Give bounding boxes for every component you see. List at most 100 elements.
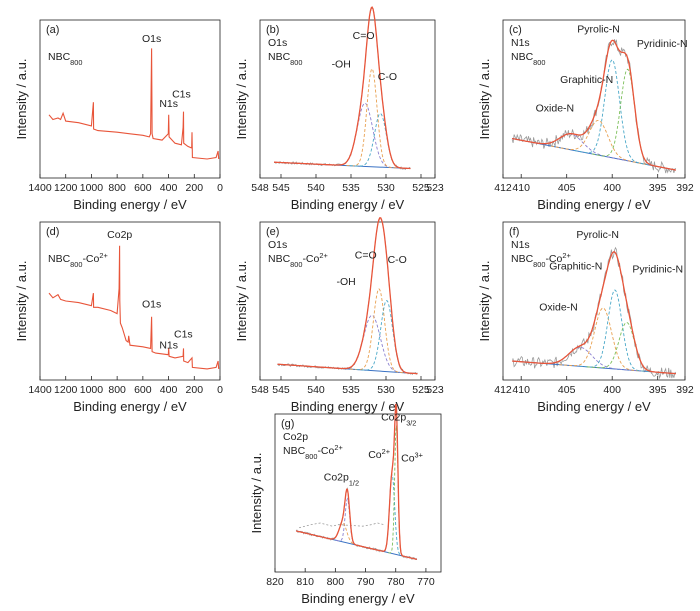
peak-annotation: Co2p1/2 [324, 471, 359, 487]
element-label: O1s [268, 239, 287, 251]
text-run: Co2p [107, 229, 132, 241]
component-peak [579, 289, 651, 373]
x-tick-label: 540 [307, 182, 325, 194]
x-tick-label: 395 [649, 182, 667, 194]
subscript: 800 [533, 260, 545, 269]
peak-annotation: O1s [142, 33, 161, 45]
subscript: 800 [305, 452, 317, 461]
fit-envelope [274, 6, 411, 170]
peak-annotation: Co2+ [368, 447, 390, 462]
subscript: 1/2 [349, 478, 359, 487]
x-axis-label: Binding energy / eV [291, 399, 405, 414]
x-axis-label: Binding energy / eV [301, 591, 415, 606]
plot-frame [259, 221, 436, 381]
subscript: 800 [290, 58, 302, 67]
component-peak [586, 322, 667, 374]
x-tick-label: 0 [217, 384, 223, 396]
x-tick-label: 395 [649, 384, 667, 396]
subscript: 800 [533, 58, 545, 67]
x-tick-label: 1200 [54, 182, 78, 194]
y-axis-label: Intensity / a.u. [14, 59, 29, 140]
peak-annotation: O1s [142, 298, 161, 310]
sample-label: NBC800 [511, 51, 545, 67]
x-tick-label: 545 [272, 384, 290, 396]
x-tick-label: 548 [251, 384, 269, 396]
x-tick-label: 405 [558, 182, 576, 194]
panel-d: 1400 1200 1000 800 600 400 200 0 Binding energy … [14, 221, 223, 414]
text-run: C-O [378, 71, 397, 83]
y-axis-label: Intensity / a.u. [234, 261, 249, 342]
sample-label: NBC800-Co2+ [283, 443, 343, 461]
subscript: 800 [70, 260, 82, 269]
panel-label: (e) [266, 226, 279, 238]
component-peak [550, 119, 647, 165]
element-label: Co2p [283, 431, 308, 443]
raw-spectrum [511, 38, 677, 174]
x-tick-label: 200 [186, 384, 204, 396]
text-run: Co [368, 449, 382, 461]
x-tick-label: 540 [307, 384, 325, 396]
text-run: Oxide-N [539, 301, 578, 313]
text-run: NBC [268, 51, 291, 63]
peak-annotation: Graphitic-N [549, 260, 602, 272]
x-tick-label: 400 [160, 384, 178, 396]
x-axis-label: Binding energy / eV [73, 399, 187, 414]
component-peak [335, 497, 359, 547]
peak-annotation: Pyridinic-N [637, 38, 688, 50]
x-tick-label: 548 [251, 182, 269, 194]
peak-annotation: C-O [378, 71, 397, 83]
text-run: O1s [142, 298, 161, 310]
sample-label: NBC800 [48, 51, 82, 67]
panel-label: (g) [281, 418, 294, 430]
sample-label: NBC800-Co2+ [268, 251, 328, 269]
peak-annotation: N1s [159, 339, 178, 351]
x-tick-label: 405 [558, 384, 576, 396]
text-run: Pyrolic-N [576, 229, 619, 241]
plot-frame [502, 221, 686, 381]
subscript: 800 [290, 260, 302, 269]
component-peak [325, 102, 405, 169]
panel-label: (f) [509, 226, 519, 238]
superscript: 2+ [382, 447, 390, 456]
peak-annotation: -OH [332, 58, 351, 70]
superscript: 2+ [562, 251, 570, 260]
y-axis-label: Intensity / a.u. [477, 261, 492, 342]
x-tick-label: 410 [512, 182, 530, 194]
x-tick-label: 1400 [28, 182, 52, 194]
sample-label: NBC800-Co2+ [511, 251, 571, 269]
x-tick-label: 392 [676, 384, 694, 396]
x-axis-label: Binding energy / eV [73, 197, 187, 212]
x-tick-label: 820 [266, 576, 284, 588]
x-tick-label: 523 [426, 384, 444, 396]
component-peak [356, 299, 418, 375]
text-run: N1s [159, 98, 178, 110]
x-tick-label: 410 [512, 384, 530, 396]
sample-label: NBC800-Co2+ [48, 251, 108, 269]
peak-annotation: -OH [336, 276, 355, 288]
peak-annotation: Co2p3/2 [381, 411, 416, 427]
text-run: Graphitic-N [560, 74, 613, 86]
x-tick-label: 600 [134, 384, 152, 396]
panel-a: 1400 1200 1000 800 600 400 200 0 Binding energy … [14, 19, 223, 212]
text-run: C1s [174, 328, 193, 340]
x-tick-label: 525 [412, 384, 430, 396]
text-run: N1s [159, 339, 178, 351]
x-tick-label: 400 [603, 182, 621, 194]
x-axis-label: Binding energy / eV [291, 197, 405, 212]
peak-annotation: C1s [172, 88, 191, 100]
x-tick-label: 1000 [80, 182, 104, 194]
fit-envelope [295, 403, 418, 561]
text-run: -Co [82, 253, 99, 265]
superscript: 3+ [415, 450, 423, 459]
x-tick-label: 810 [296, 576, 314, 588]
text-run: Pyridinic-N [632, 264, 683, 276]
plot-frame [502, 19, 686, 179]
text-run: C1s [172, 88, 191, 100]
peak-annotation: Pyrolic-N [577, 24, 620, 36]
component-peak [379, 474, 405, 557]
peak-annotation: C1s [174, 328, 193, 340]
x-tick-label: 790 [357, 576, 375, 588]
element-label: N1s [511, 37, 530, 49]
